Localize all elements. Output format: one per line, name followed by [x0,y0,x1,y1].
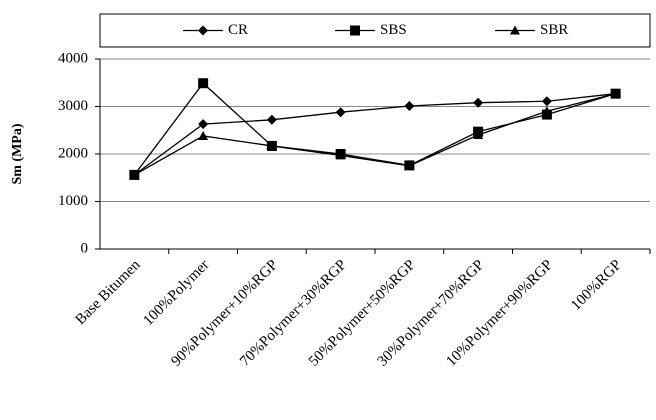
data-point [266,140,277,150]
data-point [473,97,484,108]
data-point [129,169,140,179]
data-point [610,88,621,98]
y-tick-label: 2000 [58,145,88,161]
data-point [404,101,415,112]
x-tick-label: Base Bitumen [73,257,144,328]
y-axis-label: Sm (MPa) [10,123,25,184]
x-tick-label: 100%Polymer [140,257,212,329]
y-tick-label: 0 [81,240,89,256]
legend-marker [350,25,360,36]
series-line [133,93,616,176]
legend-label: SBR [540,22,568,38]
x-tick-label: 100%RGP [568,257,625,314]
series-line [133,82,616,176]
legend-label: SBS [380,22,407,38]
data-point [541,106,552,116]
legend-marker [198,25,208,36]
data-point [198,130,209,140]
y-tick-label: 3000 [58,98,88,114]
data-point [335,107,346,118]
legend-box [99,13,651,48]
data-point [473,130,484,139]
data-point [335,150,346,160]
data-point [404,160,415,170]
y-tick-label: 1000 [58,193,88,209]
data-point [198,78,209,89]
data-point [541,96,552,107]
data-point [266,114,277,125]
data-point [198,119,209,130]
y-tick-label: 4000 [58,50,88,66]
legend-marker [510,25,520,35]
legend-label: CR [228,22,248,38]
series-line [134,93,616,176]
